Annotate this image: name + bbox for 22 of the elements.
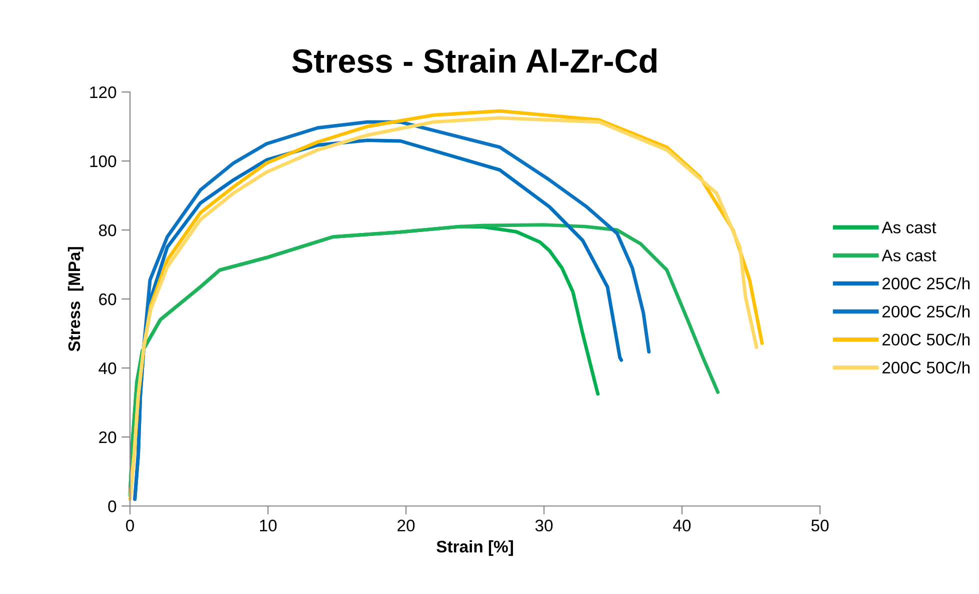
y-tick-label: 40 bbox=[98, 362, 116, 374]
y-tick-label: 60 bbox=[99, 293, 116, 306]
legend-label: 200C 25C/h bbox=[882, 277, 970, 290]
y-tick-label: 120 bbox=[90, 86, 116, 98]
x-tick-label: 10 bbox=[260, 520, 277, 532]
y-tick-label: 0 bbox=[108, 500, 116, 512]
x-tick-label: 40 bbox=[673, 520, 691, 532]
x-tick-label: 0 bbox=[126, 520, 134, 532]
legend-label: 200C 50C/h bbox=[882, 333, 970, 346]
y-axis-title: Stress [MPa] bbox=[68, 247, 84, 352]
legend-label: As cast bbox=[882, 222, 936, 234]
y-tick-label: 80 bbox=[98, 224, 116, 236]
x-axis-title: Strain [%] bbox=[436, 540, 513, 556]
y-tick-label: 20 bbox=[99, 431, 116, 444]
chart-title: Stress - Strain Al-Zr-Cd bbox=[292, 48, 656, 73]
legend-label: 200C 50C/h bbox=[882, 361, 970, 374]
x-tick-label: 30 bbox=[535, 520, 553, 532]
legend-label: As cast bbox=[882, 250, 936, 262]
x-tick-label: 20 bbox=[398, 520, 415, 532]
legend-label: 200C 25C/h bbox=[882, 305, 970, 318]
y-tick-label: 100 bbox=[90, 155, 116, 168]
x-tick-label: 50 bbox=[811, 520, 829, 532]
